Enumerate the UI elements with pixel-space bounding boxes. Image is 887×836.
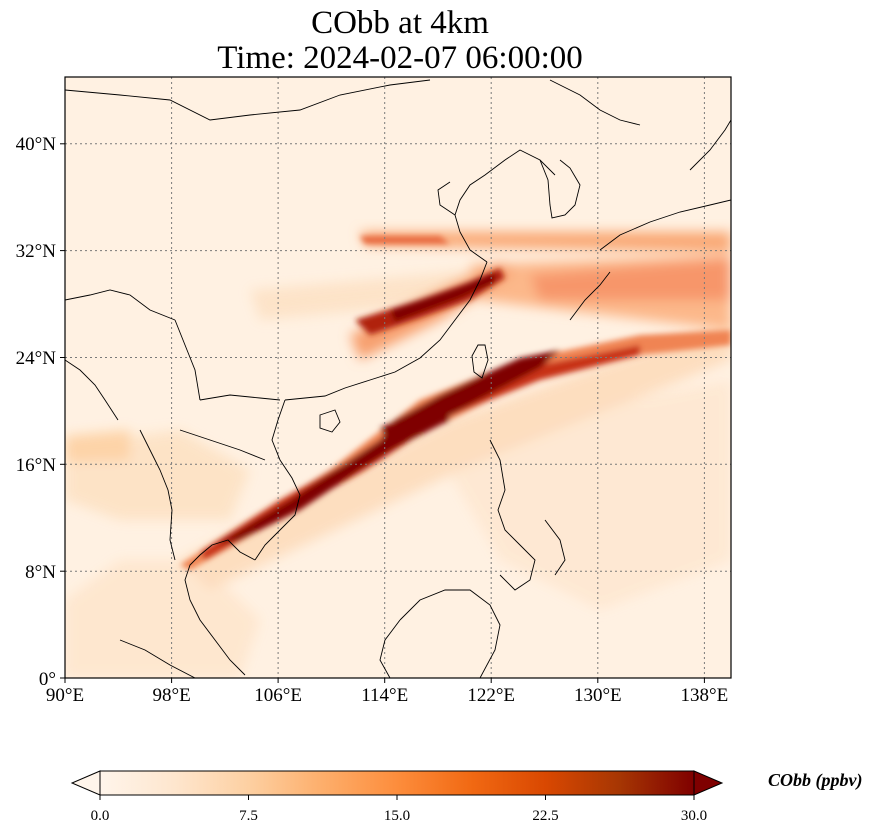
- map-frame: [64, 76, 732, 679]
- lat-tick-label: 8°N: [25, 562, 56, 583]
- colorbar-tick-label: 15.0: [384, 808, 410, 824]
- lon-tick-label: 114°E: [361, 685, 408, 706]
- map-title-line1: CObb at 4km: [311, 5, 489, 41]
- map-coastlines: [65, 79, 731, 678]
- lat-tick-label: 24°N: [16, 348, 57, 369]
- lat-tick-label: 32°N: [16, 241, 57, 262]
- map-title-line2: Time: 2024-02-07 06:00:00: [217, 40, 583, 76]
- colorbar-extend-min: [70, 770, 101, 796]
- lon-tick-label: 98°E: [152, 685, 190, 706]
- colorbar-tick-label: 0.0: [91, 808, 110, 824]
- lon-tick-label: 90°E: [46, 685, 84, 706]
- lat-tick-label: 40°N: [16, 134, 57, 155]
- lat-tick-label: 16°N: [16, 455, 57, 476]
- colorbar: 0.0 7.5 15.0 22.5 30.0 CObb (ppbv): [70, 770, 862, 824]
- colorbar-gradient: [99, 770, 695, 796]
- colorbar-tick-label: 7.5: [239, 808, 258, 824]
- map-gridlines: [65, 77, 731, 678]
- colorbar-tick-label: 22.5: [532, 808, 558, 824]
- lon-tick-label: 138°E: [681, 685, 729, 706]
- lon-tick-label: 130°E: [574, 685, 622, 706]
- lon-tick-label: 122°E: [467, 685, 515, 706]
- colorbar-extend-max: [693, 770, 724, 796]
- colorbar-label: CObb (ppbv): [768, 770, 862, 791]
- lon-tick-label: 106°E: [254, 685, 302, 706]
- lat-tick-label: 0°: [39, 669, 56, 690]
- map-field: [65, 77, 731, 678]
- colorbar-tick-label: 30.0: [681, 808, 707, 824]
